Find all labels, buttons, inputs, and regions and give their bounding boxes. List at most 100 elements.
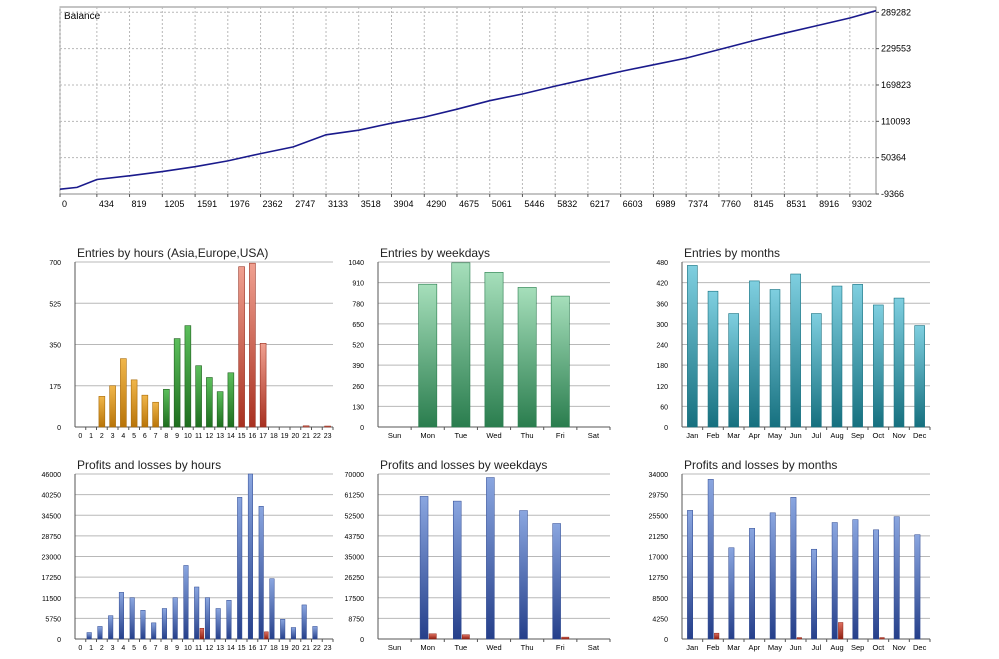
pl_hours-ytick-label: 28750 (42, 534, 62, 541)
entries_months-bar (707, 290, 719, 428)
pl_months-xtick-label: Oct (872, 643, 885, 652)
pl_months-loss-bar (714, 632, 720, 640)
entries_weekdays-bar (451, 262, 471, 428)
pl_months-loss-bar (796, 637, 802, 640)
entries_months-xtick-label: May (768, 431, 782, 440)
entries_hours-bar (120, 358, 127, 428)
pl_months-loss-bar (879, 637, 885, 640)
pl_hours-xtick-label: 3 (111, 645, 115, 652)
pl_hours-loss-bar (199, 627, 205, 640)
pl_months-xtick-label: Dec (913, 643, 927, 652)
pl_hours-profit-bar (215, 608, 221, 640)
pl_months-xtick-label: Nov (892, 643, 906, 652)
pl_hours-ytick-label: 46000 (42, 472, 62, 479)
balance-xtick-label: 2747 (295, 199, 315, 209)
entries_weekdays-xtick-label: Wed (486, 431, 501, 440)
pl_hours-xtick-label: 1 (89, 645, 93, 652)
pl_months-ytick-label: 21250 (649, 534, 669, 541)
entries_hours-xtick-label: 10 (184, 433, 192, 440)
pl_hours-profit-bar (151, 622, 157, 640)
entries_hours-bar (249, 262, 256, 428)
pl_months-ytick-label: 17000 (649, 555, 669, 562)
entries_hours-ytick-label: 0 (57, 425, 61, 432)
entries_months-bar (769, 289, 781, 428)
pl_hours-xtick-label: 7 (154, 645, 158, 652)
pl_hours-chart: Profits and losses by hours4600040250345… (42, 458, 334, 652)
entries_months-xtick-label: Jun (790, 431, 802, 440)
pl_hours-ytick-label: 0 (57, 637, 61, 644)
entries_months-bar (852, 284, 863, 428)
balance-ytick-label: -9366 (881, 189, 904, 199)
pl_months-xtick-label: Jun (790, 643, 802, 652)
pl_months-profit-bar (728, 547, 735, 640)
pl_weekdays-ytick-label: 52500 (345, 513, 365, 520)
entries_hours-xtick-label: 5 (132, 433, 136, 440)
pl_months-chart: Profits and losses by months 34000 29750 25… (649, 458, 931, 652)
entries_hours-xtick-label: 11 (195, 433, 202, 440)
entries_weekdays-ytick-label: 910 (352, 281, 364, 288)
pl_months-xtick-label: Feb (707, 643, 720, 652)
pl_hours-profit-bar (118, 592, 124, 640)
entries_hours-xtick-label: 7 (154, 433, 158, 440)
pl_hours-xtick-label: 15 (238, 645, 246, 652)
pl_months-profit-bar (790, 497, 797, 640)
pl_hours-profit-bar (258, 506, 264, 640)
pl_hours-profit-bar (280, 619, 286, 640)
pl_hours-ytick-label: 40250 (42, 493, 62, 500)
pl_hours-xtick-label: 13 (216, 645, 224, 652)
entries_weekdays-chart: Entries by weekdays 1040 910 780 650 520 390 26… (348, 246, 611, 440)
pl_weekdays-ytick-label: 61250 (345, 493, 365, 500)
entries_months-bar (728, 313, 739, 428)
pl_hours-xtick-label: 8 (164, 645, 168, 652)
pl_weekdays-xtick-label: Sun (388, 643, 401, 652)
entries_months-xtick-label: Mar (727, 431, 740, 440)
pl_months-profit-bar (707, 479, 714, 640)
entries_hours-xtick-label: 6 (143, 433, 147, 440)
balance-ytick-label: 289282 (881, 7, 911, 17)
entries_hours-bar (324, 425, 331, 428)
balance-plot-frame (59, 6, 877, 195)
entries_hours-xtick-label: 20 (291, 433, 299, 440)
pl_weekdays-ytick-label: 26250 (345, 575, 365, 582)
entries_hours-bar (184, 325, 192, 428)
pl_hours-xtick-label: 20 (291, 645, 299, 652)
pl_weekdays-loss-bar (561, 636, 570, 640)
entries_months-xtick-label: Oct (872, 431, 885, 440)
entries_months-xtick-label: Nov (892, 431, 906, 440)
entries_weekdays-xtick-label: Sun (388, 431, 401, 440)
entries_months-ytick-label: 120 (656, 384, 668, 391)
entries_hours-bar (259, 343, 267, 428)
entries_hours-xtick-label: 9 (175, 433, 179, 440)
pl_hours-profit-bar (301, 604, 307, 640)
pl_weekdays-chart: Profits and losses by weekdays 70000 61250… (345, 458, 611, 652)
entries_hours-xtick-label: 16 (248, 433, 256, 440)
pl_hours-xtick-label: 5 (132, 645, 136, 652)
pl_months-profit-bar (893, 516, 900, 640)
entries_months-xtick-label: Jul (812, 431, 822, 440)
pl_hours-ytick-label: 17250 (42, 575, 62, 582)
entries_hours-bar (216, 391, 224, 428)
balance-xtick-label: 6989 (655, 199, 675, 209)
entries_hours-ytick-label: 175 (49, 384, 61, 391)
pl_hours-xtick-label: 0 (78, 645, 82, 652)
pl_weekdays-title: Profits and losses by weekdays (380, 458, 547, 472)
entries_hours-xtick-label: 8 (164, 433, 168, 440)
entries_weekdays-ytick-label: 260 (352, 384, 364, 391)
balance-ytick-label: 169823 (881, 80, 911, 90)
pl_hours-profit-bar (140, 610, 146, 640)
pl_months-ytick-label: 8500 (652, 596, 668, 603)
balance-xtick-label: 9302 (852, 199, 872, 209)
entries_weekdays-ytick-label: 390 (352, 363, 364, 370)
entries_weekdays-bar (550, 295, 570, 428)
balance-xtick-label: 3133 (328, 199, 348, 209)
pl_months-xtick-label: Aug (830, 643, 843, 652)
balance-line (59, 9, 877, 190)
pl_hours-xtick-label: 14 (227, 645, 235, 652)
balance-ytick-label: 50364 (881, 153, 906, 163)
entries_hours-chart: Entries by hours (Asia,Europe,USA)700525… (49, 246, 334, 440)
entries_weekdays-ytick-label: 650 (352, 322, 364, 329)
pl_hours-profit-bar (183, 565, 189, 640)
pl_hours-profit-bar (237, 497, 243, 640)
entries_months-ytick-label: 480 (656, 260, 668, 267)
balance-xtick-label: 2362 (263, 199, 283, 209)
